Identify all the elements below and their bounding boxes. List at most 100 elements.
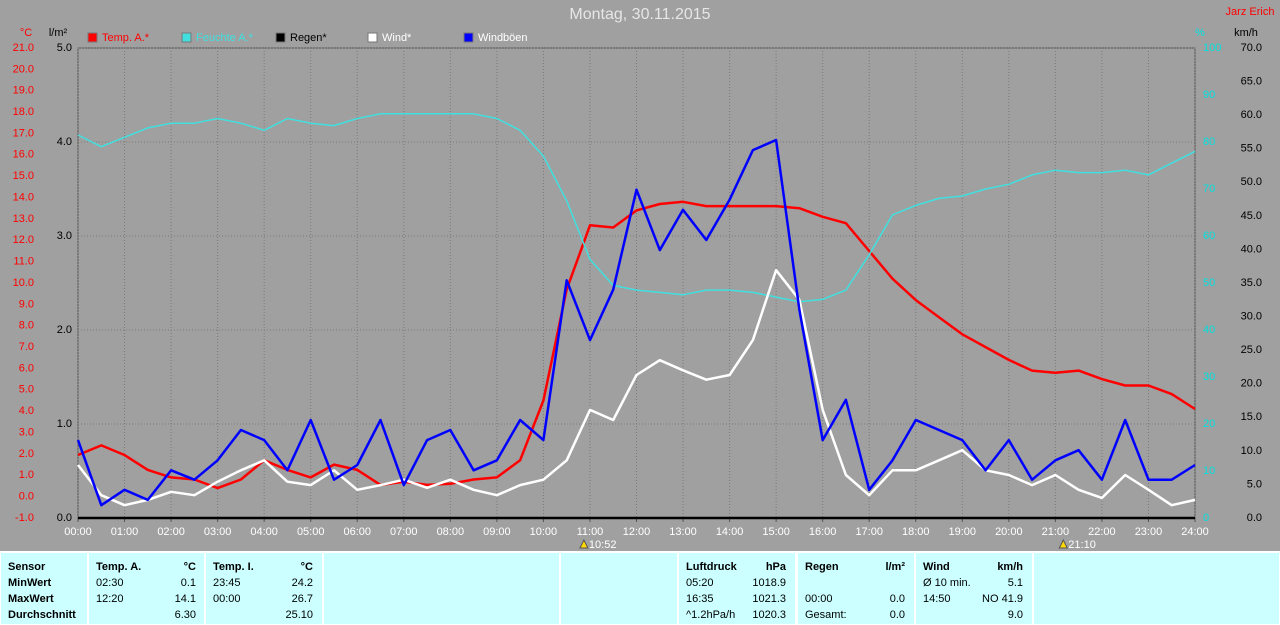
y-tick-label: 5.0 — [19, 384, 34, 396]
x-tick-label: 20:00 — [995, 526, 1023, 538]
y3-tick-label: 70 — [1203, 183, 1215, 195]
legend-label: Windböen — [478, 32, 528, 44]
legend-swatch — [87, 32, 98, 43]
legend-label: Regen* — [290, 32, 327, 44]
x-tick-label: 13:00 — [669, 526, 697, 538]
table-cell — [796, 551, 916, 625]
stat-time: 23:45 — [213, 577, 241, 589]
panel-title: Regen — [805, 561, 839, 573]
y4-tick-label: 70.0 — [1241, 42, 1262, 54]
y-tick-label: 15.0 — [13, 170, 34, 182]
stat-time: 02:30 — [96, 577, 124, 589]
y-tick-label: 21.0 — [13, 42, 34, 54]
legend-swatch — [367, 32, 378, 43]
y-tick-label: 17.0 — [13, 127, 34, 139]
stat-value: 26.7 — [292, 593, 313, 605]
y-tick-label: 19.0 — [13, 85, 34, 97]
panel-unit: l/m² — [885, 561, 905, 573]
y2-tick-label: 5.0 — [57, 42, 72, 54]
panel-title: Wind — [923, 561, 950, 573]
y-tick-label: 1.0 — [19, 469, 34, 481]
y2-tick-label: 1.0 — [57, 418, 72, 430]
y3-tick-label: 40 — [1203, 324, 1215, 336]
series-line — [76, 138, 1196, 507]
y-tick-label: 0.0 — [19, 491, 34, 503]
series-line — [77, 268, 1196, 507]
series-line — [77, 200, 1196, 490]
author: Jarz Erich — [1226, 6, 1275, 18]
stat-time: 16:35 — [686, 593, 714, 605]
chart-title: Montag, 30.11.2015 — [569, 6, 710, 23]
stat-value: 6.30 — [175, 609, 196, 621]
y-tick-label: 11.0 — [13, 256, 34, 268]
y4-tick-label: 30.0 — [1241, 310, 1262, 322]
y4-tick-label: 0.0 — [1247, 512, 1262, 524]
y3-tick-label: 20 — [1203, 418, 1215, 430]
x-tick-label: 02:00 — [157, 526, 185, 538]
y3-tick-label: 10 — [1203, 465, 1215, 477]
stat-value: NO 41.9 — [982, 593, 1023, 605]
y4-tick-label: 55.0 — [1241, 143, 1262, 155]
table-cell — [1032, 551, 1280, 625]
x-tick-label: 16:00 — [809, 526, 837, 538]
stat-time: ^1.2hPa/h — [686, 609, 735, 621]
panel-unit: °C — [184, 561, 196, 573]
y3-tick-label: 60 — [1203, 230, 1215, 242]
stat-time: 14:50 — [923, 593, 951, 605]
y-tick-label: 13.0 — [13, 213, 34, 225]
y-tick-label: 2.0 — [19, 448, 34, 460]
x-tick-label: 19:00 — [949, 526, 977, 538]
stat-value: 9.0 — [1008, 609, 1023, 621]
y-tick-label: 8.0 — [19, 320, 34, 332]
stat-value: 1021.3 — [752, 593, 786, 605]
panel-unit: hPa — [766, 561, 787, 573]
stat-value: 5.1 — [1008, 577, 1023, 589]
stat-value: 0.1 — [181, 577, 196, 589]
y3-tick-label: 80 — [1203, 136, 1215, 148]
legend-swatch — [275, 32, 286, 43]
y3-tick-label: 0 — [1203, 512, 1209, 524]
row-label: MinWert — [8, 577, 52, 589]
x-tick-label: 05:00 — [297, 526, 325, 538]
y2-tick-label: 4.0 — [57, 136, 72, 148]
y2-tick-label: 3.0 — [57, 230, 72, 242]
panel-unit: °C — [301, 561, 313, 573]
legend-label: Wind* — [382, 32, 412, 44]
row-label: Sensor — [8, 561, 46, 573]
annotation-icon — [579, 538, 589, 549]
x-tick-label: 06:00 — [343, 526, 371, 538]
y-tick-label: 4.0 — [19, 405, 34, 417]
y-tick-label: 6.0 — [19, 362, 34, 374]
x-tick-label: 24:00 — [1181, 526, 1209, 538]
annotation-icon — [1058, 538, 1069, 549]
stat-time: 00:00 — [805, 593, 833, 605]
x-tick-label: 10:00 — [530, 526, 558, 538]
y4-tick-label: 20.0 — [1241, 378, 1262, 390]
y4-tick-label: 15.0 — [1241, 411, 1262, 423]
x-tick-label: 23:00 — [1135, 526, 1163, 538]
panel-title: Temp. A. — [96, 561, 141, 573]
panel-unit: km/h — [997, 561, 1023, 573]
x-tick-label: 11:00 — [577, 526, 604, 538]
y-tick-label: 18.0 — [13, 106, 34, 118]
x-tick-label: 07:00 — [390, 526, 418, 538]
y-tick-label: 3.0 — [19, 426, 34, 438]
y-tick-label: 20.0 — [13, 63, 34, 75]
y3-tick-label: 100 — [1203, 42, 1221, 54]
stat-value: 24.2 — [292, 577, 313, 589]
y-tick-label: 12.0 — [13, 234, 34, 246]
y3-tick-label: 90 — [1203, 89, 1215, 101]
y4-tick-label: 65.0 — [1241, 75, 1262, 87]
x-tick-label: 22:00 — [1088, 526, 1116, 538]
y4-tick-label: 35.0 — [1241, 277, 1262, 289]
legend-label: Feuchte A.* — [196, 32, 254, 44]
y4-axis-unit: km/h — [1234, 27, 1258, 39]
stat-value: 25.10 — [285, 609, 313, 621]
x-tick-label: 17:00 — [855, 526, 883, 538]
stat-time: 00:00 — [213, 593, 241, 605]
table-cell — [0, 551, 89, 625]
y2-tick-label: 0.0 — [57, 512, 72, 524]
y-tick-label: 9.0 — [19, 298, 34, 310]
x-tick-label: 01:00 — [111, 526, 139, 538]
